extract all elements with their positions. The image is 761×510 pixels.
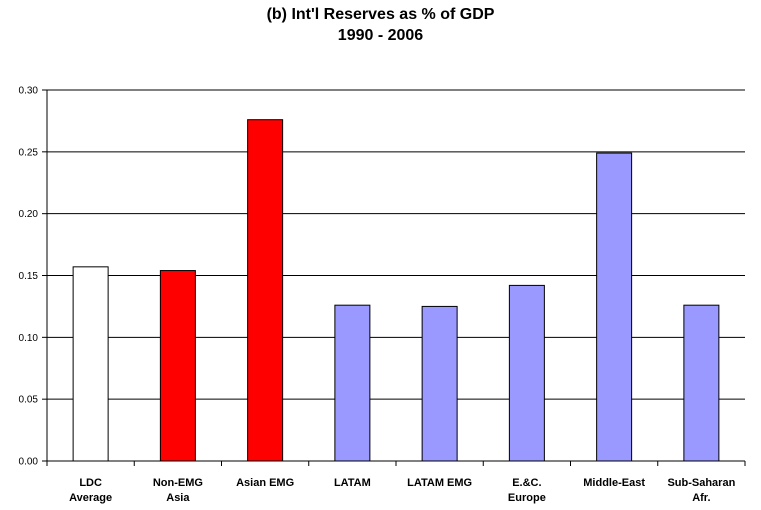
- category-label: LATAM EMG: [407, 477, 472, 489]
- bar: [247, 119, 284, 462]
- y-tick-label: 0.05: [19, 395, 39, 406]
- bar: [159, 270, 196, 462]
- category-label-line: Europe: [508, 492, 546, 504]
- chart-title: (b) Int'l Reserves as % of GDP: [266, 6, 495, 23]
- category-label-line: Middle-East: [583, 477, 645, 489]
- category-label: Middle-East: [583, 477, 645, 489]
- category-label-line: E.&C.: [512, 477, 541, 489]
- category-label: Sub-Saharan Afr.: [667, 477, 735, 504]
- chart-subtitle: 1990 - 2006: [337, 27, 424, 44]
- category-label-line: Afr.: [692, 492, 710, 504]
- category-label-line: LDC: [79, 477, 102, 489]
- category-label: Non-EMG Asia: [153, 477, 203, 504]
- bar: [508, 284, 545, 462]
- bar: [683, 304, 720, 462]
- category-label-line: Average: [69, 492, 112, 504]
- bar: [334, 304, 371, 462]
- bar: [421, 305, 458, 462]
- y-tick-label: 0.25: [19, 147, 39, 158]
- category-label-line: Sub-Saharan: [667, 477, 735, 489]
- y-tick-label: 0.10: [19, 333, 39, 344]
- y-tick-label: 0.30: [19, 86, 39, 97]
- category-label: E.&C. Europe: [508, 477, 546, 504]
- bar: [596, 152, 633, 462]
- category-label: LATAM: [334, 477, 371, 489]
- bar: [72, 266, 109, 462]
- category-label-line: Asian EMG: [236, 477, 294, 489]
- category-label: Asian EMG: [236, 477, 294, 489]
- category-label: LDC Average: [69, 477, 112, 504]
- y-tick-label: 0.15: [19, 271, 39, 282]
- category-label-line: Non-EMG: [153, 477, 203, 489]
- category-label-line: LATAM EMG: [407, 477, 472, 489]
- y-tick-label: 0.00: [19, 457, 39, 468]
- category-label-line: LATAM: [334, 477, 371, 489]
- y-tick-label: 0.20: [19, 209, 39, 220]
- category-label-line: Asia: [166, 492, 190, 504]
